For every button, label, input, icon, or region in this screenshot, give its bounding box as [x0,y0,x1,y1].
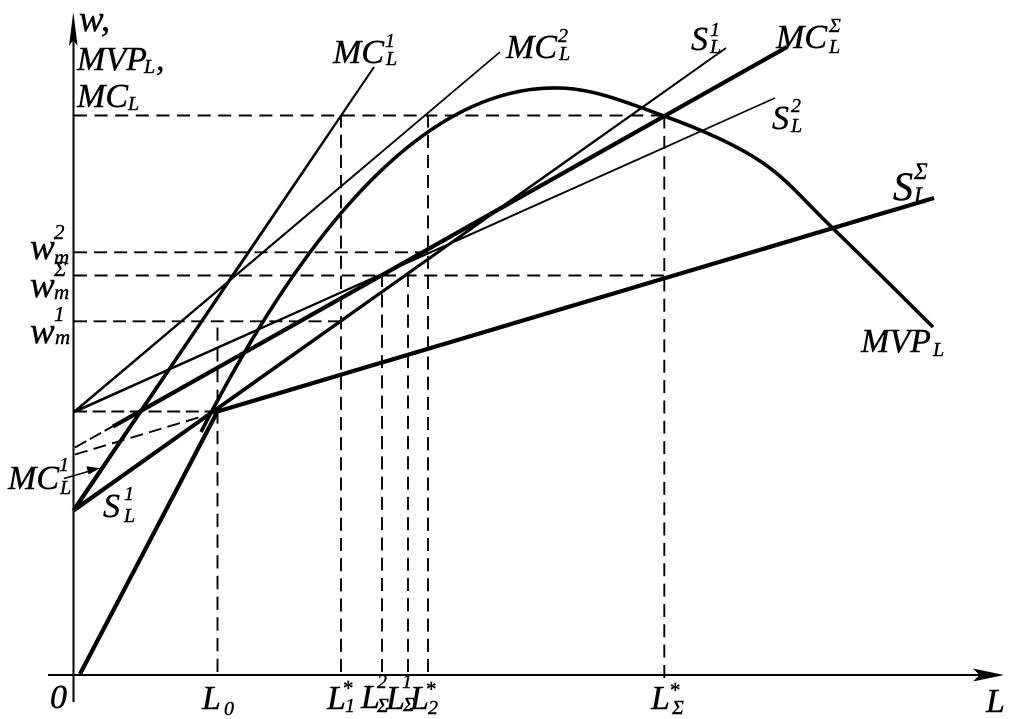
svg-text:*: * [669,678,680,702]
svg-text:2: 2 [428,697,438,719]
svg-text:1: 1 [124,483,134,505]
svg-text:L: L [123,505,135,527]
svg-text:w,: w, [79,0,110,40]
svg-text:S: S [893,164,913,209]
svg-text:1: 1 [54,302,65,326]
svg-text:MC: MC [332,34,384,71]
svg-text:S: S [691,21,708,58]
svg-text:L: L [409,680,429,717]
svg-text:S: S [103,488,120,525]
svg-text:1: 1 [345,695,355,717]
svg-text:L: L [326,680,346,717]
svg-text:MC: MC [505,29,557,66]
svg-text:Σ: Σ [913,159,928,184]
svg-text:m: m [54,280,69,304]
svg-text:L: L [59,477,71,499]
svg-text:L: L [385,680,405,717]
svg-text:MVP: MVP [860,323,931,360]
svg-text:L: L [932,339,944,361]
svg-text:L: L [913,183,927,208]
svg-text:L: L [385,48,397,70]
svg-text:w: w [30,311,55,352]
svg-text:L: L [985,683,1005,719]
svg-text:0: 0 [224,698,234,719]
svg-text:1: 1 [59,454,69,476]
svg-text:S: S [772,100,789,137]
svg-text:MC: MC [775,19,827,56]
svg-text:Σ: Σ [671,697,684,719]
svg-text:Σ: Σ [376,695,389,717]
svg-text:*: * [425,677,436,701]
svg-text:2: 2 [791,95,801,117]
svg-text:MVP: MVP [76,41,147,78]
svg-text:m: m [55,325,70,349]
svg-text:L: L [201,680,221,717]
svg-text:1: 1 [385,30,395,52]
svg-text:2: 2 [558,25,568,47]
svg-text:1: 1 [402,671,412,693]
svg-text:2: 2 [377,671,387,693]
svg-text:1: 1 [710,19,720,41]
svg-text:,: , [156,41,165,78]
svg-text:Σ: Σ [828,15,841,37]
svg-text:L: L [127,93,139,115]
svg-text:L: L [360,679,380,716]
svg-text:*: * [342,676,353,700]
svg-text:w: w [30,227,55,268]
svg-text:L: L [558,43,570,65]
svg-text:L: L [790,115,802,137]
svg-text:L: L [650,680,670,717]
svg-text:MC: MC [7,460,59,497]
svg-text:m: m [54,245,69,269]
svg-text:0: 0 [50,679,67,716]
svg-text:w: w [30,265,55,306]
svg-text:L: L [828,36,840,58]
svg-text:L: L [143,56,155,78]
svg-text:2: 2 [54,220,65,244]
svg-text:Σ: Σ [53,257,67,281]
svg-text:L: L [709,36,721,58]
svg-text:Σ: Σ [402,694,415,716]
svg-text:MC: MC [76,78,128,115]
